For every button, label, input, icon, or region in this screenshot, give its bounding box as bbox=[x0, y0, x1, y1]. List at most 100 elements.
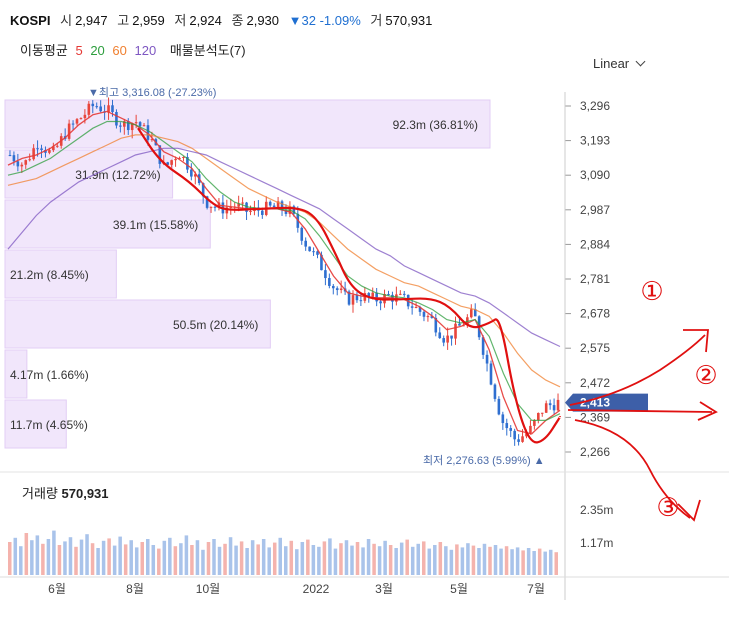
volume-bar bbox=[112, 545, 117, 575]
volume-bar bbox=[212, 539, 216, 575]
candle-body bbox=[375, 292, 378, 302]
candle-body bbox=[91, 103, 95, 107]
candle-body bbox=[406, 294, 410, 307]
volume-bar bbox=[134, 547, 139, 575]
y-tick-label: 2,781 bbox=[580, 272, 610, 286]
volume-bar bbox=[388, 545, 393, 575]
candle-body bbox=[308, 246, 311, 252]
candle-body bbox=[493, 384, 497, 399]
candle-body bbox=[166, 162, 169, 165]
ma-line-120 bbox=[7, 147, 561, 348]
ma-120[interactable]: 120 bbox=[134, 43, 157, 58]
scale-dropdown[interactable]: Linear bbox=[593, 56, 646, 71]
volume-bar bbox=[107, 538, 111, 575]
volume-bar bbox=[471, 545, 476, 575]
ma-label[interactable]: 이동평균 bbox=[20, 43, 68, 58]
volume-bar bbox=[394, 548, 398, 575]
volume-panel-label: 거래량 570,931 bbox=[22, 483, 109, 502]
x-tick-label: 2022 bbox=[303, 582, 330, 596]
volume-bar bbox=[504, 546, 509, 575]
candle-body bbox=[450, 335, 453, 339]
volume-bar bbox=[173, 546, 178, 575]
volume-bar bbox=[361, 547, 365, 575]
volume-bar bbox=[74, 546, 78, 575]
volume-bar bbox=[532, 551, 536, 575]
candle-body bbox=[525, 433, 528, 437]
candle-body bbox=[339, 288, 343, 291]
high-label: 고 bbox=[117, 13, 130, 28]
volume-bar bbox=[366, 539, 371, 575]
candle-body bbox=[71, 123, 75, 125]
volume-bar bbox=[477, 548, 481, 575]
candle-body bbox=[158, 145, 162, 164]
candle-body bbox=[497, 398, 501, 415]
low-annotation: 최저 2,276.63 (5.99%) ▲ bbox=[423, 454, 545, 467]
arrow-head bbox=[677, 499, 701, 522]
volume-bar bbox=[405, 539, 409, 575]
volume-bar bbox=[295, 549, 299, 575]
arrow-head bbox=[697, 401, 718, 421]
candle-body bbox=[552, 405, 556, 411]
candle-body bbox=[320, 254, 323, 271]
volume-bar bbox=[399, 542, 404, 575]
volume-bar bbox=[466, 543, 470, 575]
candle-body bbox=[134, 122, 138, 124]
volume-bar bbox=[543, 551, 547, 575]
candle-body bbox=[126, 121, 130, 131]
y-tick-label: 3,296 bbox=[580, 99, 610, 113]
volume-bar bbox=[30, 540, 34, 575]
candle-body bbox=[138, 122, 142, 127]
candle-body bbox=[130, 123, 134, 131]
volume-bar bbox=[13, 537, 18, 575]
volume-bar bbox=[460, 547, 465, 575]
volume-profile-label[interactable]: 매물분석도(7) bbox=[169, 43, 246, 58]
volume-bar bbox=[96, 548, 100, 575]
candle-body bbox=[48, 150, 51, 153]
low-value: 2,924 bbox=[189, 13, 222, 28]
candle-body bbox=[276, 201, 280, 208]
open-label: 시 bbox=[60, 13, 73, 28]
candle-body bbox=[99, 106, 102, 112]
ma-20[interactable]: 20 bbox=[90, 43, 105, 58]
volume-bar bbox=[427, 548, 432, 575]
candle-body bbox=[513, 430, 516, 440]
ma-5[interactable]: 5 bbox=[75, 43, 83, 58]
volume-bar bbox=[383, 540, 387, 575]
candle-body bbox=[174, 158, 177, 161]
ma-60[interactable]: 60 bbox=[112, 43, 127, 58]
arrow-right-drawing bbox=[567, 409, 713, 413]
volume-bar bbox=[416, 543, 420, 575]
volume-bar bbox=[284, 546, 288, 575]
volume-bar bbox=[449, 549, 454, 575]
candle-body bbox=[36, 148, 39, 150]
candle-body bbox=[28, 159, 31, 161]
candle-body bbox=[540, 412, 544, 414]
candle-body bbox=[67, 123, 71, 139]
volume-bar bbox=[162, 540, 167, 575]
candle-body bbox=[529, 425, 532, 434]
y-tick-label: 2,884 bbox=[580, 237, 610, 251]
volume-panel-value: 570,931 bbox=[61, 486, 109, 501]
candle-body bbox=[52, 146, 55, 151]
candle-body bbox=[387, 294, 390, 296]
candle-body bbox=[304, 240, 307, 247]
ma-line-5 bbox=[7, 110, 561, 435]
candle-body bbox=[245, 202, 248, 212]
volume-bar bbox=[157, 548, 161, 575]
last-price-label: 2,413 bbox=[580, 396, 610, 410]
volume-profile-label: 4.17m (1.66%) bbox=[10, 368, 89, 382]
low-label: 저 bbox=[174, 13, 187, 28]
volume-bar bbox=[63, 541, 67, 575]
quote-header: KOSPI 시 2,947 고 2,959 저 2,924 종 2,930 ▼32 -1… bbox=[10, 10, 432, 29]
candle-body bbox=[442, 338, 445, 343]
candle-body bbox=[347, 291, 351, 305]
circled-number-annotation: ② bbox=[694, 361, 717, 391]
x-tick-label: 7월 bbox=[527, 582, 545, 596]
volume-bar bbox=[24, 533, 29, 575]
volume-bar bbox=[554, 552, 558, 575]
volume-profile-label: 21.2m (8.45%) bbox=[10, 268, 89, 282]
volume-bar bbox=[493, 545, 498, 575]
circled-number-annotation: ① bbox=[640, 277, 663, 307]
volume-bar bbox=[328, 538, 332, 575]
